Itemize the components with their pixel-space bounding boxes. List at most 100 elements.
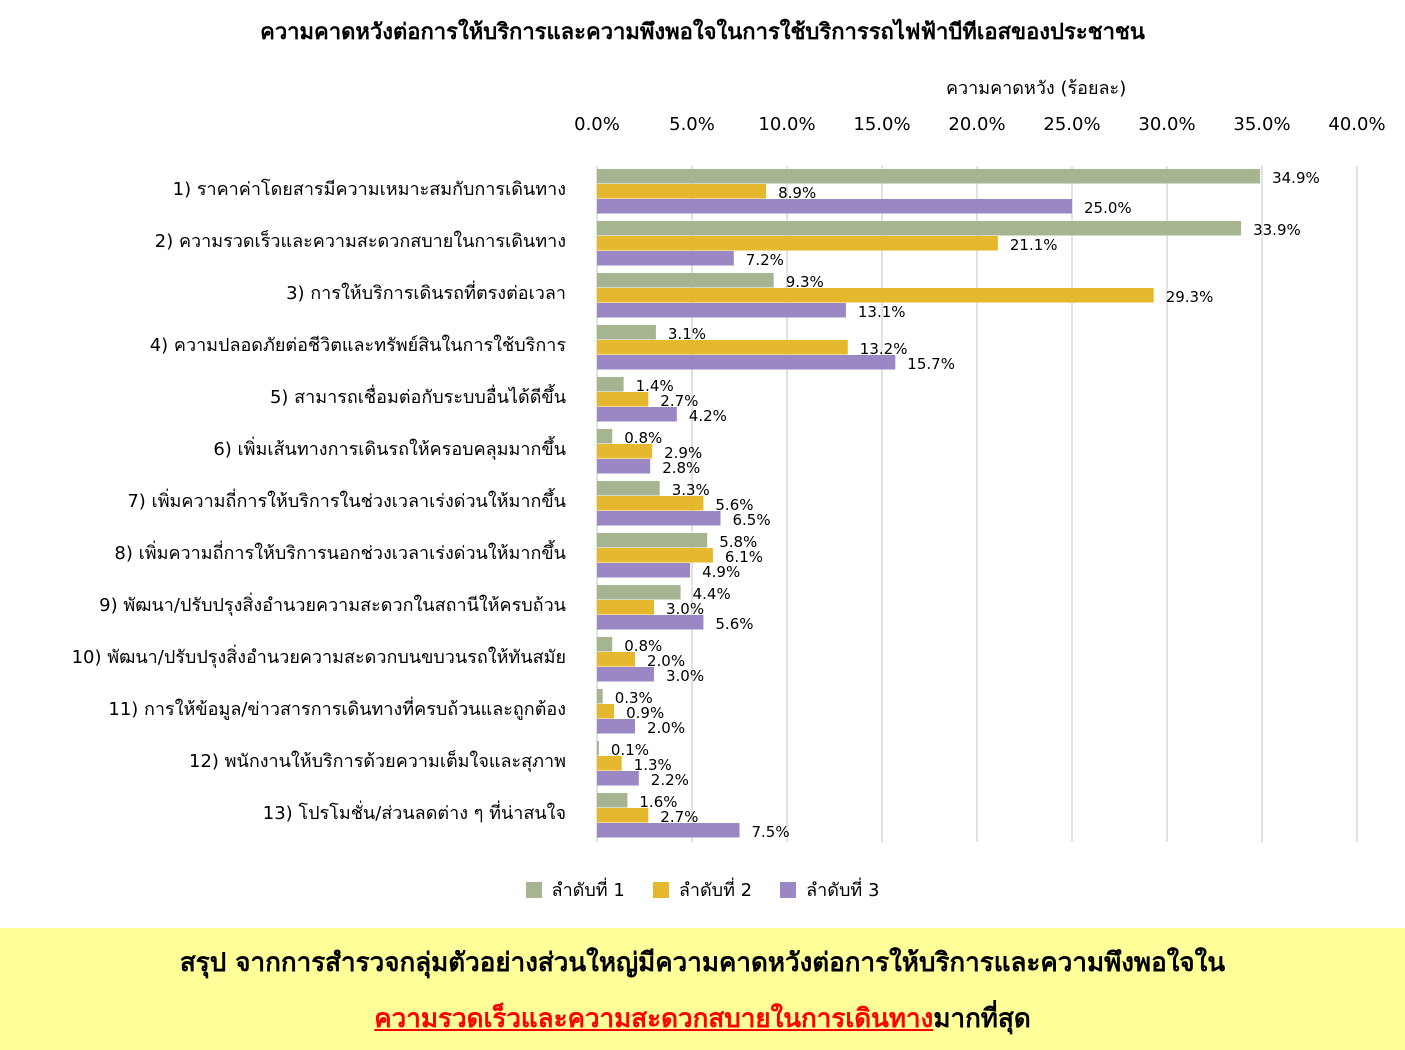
data-label: 1.3% <box>634 756 672 774</box>
data-label: 2.9% <box>664 444 702 462</box>
bar-series-1 <box>597 585 681 600</box>
data-label: 6.1% <box>725 548 763 566</box>
bar-series-1 <box>597 429 613 444</box>
bar-series-2 <box>597 548 713 563</box>
x-tick-label: 15.0% <box>853 114 910 135</box>
category-label: 13) โปรโมชั่น/ส่วนลดต่าง ๆ ที่น่าสนใจ <box>263 800 566 824</box>
bar-series-1 <box>597 637 613 652</box>
summary-line-1: สรุป จากการสำรวจกลุ่มตัวอย่างส่วนใหญ่มีค… <box>179 948 1226 978</box>
category-label: 7) เพิ่มความถี่การให้บริการในช่วงเวลาเร่… <box>127 488 566 512</box>
data-label: 1.4% <box>636 377 674 395</box>
data-label: 34.9% <box>1272 169 1320 187</box>
bar-series-1 <box>597 377 624 392</box>
legend-item-series-2: ลำดับที่ 2 <box>652 875 753 904</box>
data-label: 4.9% <box>702 563 740 581</box>
category-label: 4) ความปลอดภัยต่อชีวิตและทรัพย์สินในการใ… <box>150 334 567 356</box>
summary-highlight: ความรวดเร็วและความสะดวกสบายในการเดินทาง <box>374 1004 934 1034</box>
category-label: 12) พนักงานให้บริการด้วยความเต็มใจและสุภ… <box>189 749 566 772</box>
legend-swatch-series-2 <box>652 881 669 898</box>
bar-series-1 <box>597 689 603 704</box>
x-tick-label: 20.0% <box>948 114 1005 135</box>
bar-series-2 <box>597 600 654 615</box>
bar-series-1 <box>597 533 708 548</box>
category-label: 9) พัฒนา/ปรับปรุงสิ่งอำนวยความสะดวกในสถา… <box>99 592 566 616</box>
bar-series-3 <box>597 511 721 526</box>
bar-series-2 <box>597 236 998 251</box>
bar-series-2 <box>597 704 615 719</box>
data-label: 13.1% <box>858 303 906 321</box>
data-label: 2.8% <box>662 459 700 477</box>
x-tick-label: 10.0% <box>758 114 815 135</box>
data-label: 13.2% <box>860 340 908 358</box>
data-label: 33.9% <box>1253 221 1301 239</box>
bar-series-3 <box>597 823 740 838</box>
bar-series-2 <box>597 652 635 667</box>
bar-series-1 <box>597 221 1242 236</box>
category-label: 6) เพิ่มเส้นทางการเดินรถให้ครอบคลุมมากขึ… <box>213 436 566 460</box>
summary-box: สรุป จากการสำรวจกลุ่มตัวอย่างส่วนใหญ่มีค… <box>0 928 1405 1050</box>
bar-series-2 <box>597 496 704 511</box>
category-label: 10) พัฒนา/ปรับปรุงสิ่งอำนวยความสะดวกบนขบ… <box>72 644 566 668</box>
bar-series-2 <box>597 444 653 459</box>
bar-series-1 <box>597 793 628 808</box>
bars <box>597 169 1261 838</box>
data-labels: 34.9% 8.9% 25.0% 33.9% 21.1% 7.2%9.3% 29.3% 13.… <box>611 169 1320 841</box>
data-label: 1.6% <box>639 793 677 811</box>
data-label: 2.0% <box>647 652 685 670</box>
bar-series-3 <box>597 459 651 474</box>
category-label: 3) การให้บริการเดินรถที่ตรงต่อเวลา <box>286 280 566 304</box>
bar-series-2 <box>597 184 767 199</box>
category-label: 2) ความรวดเร็วและความสะดวกสบายในการเดินท… <box>155 229 566 252</box>
x-tick-labels: 0.0% 5.0% 10.0% 15.0% 20.0% 25.0% 30.0% 35.0% 40… <box>574 114 1385 135</box>
data-label: 3.0% <box>666 667 704 685</box>
bar-series-2 <box>597 288 1154 303</box>
data-label: 0.8% <box>624 637 662 655</box>
bar-series-2 <box>597 340 848 355</box>
bar-series-1 <box>597 481 660 496</box>
data-label: 0.9% <box>626 704 664 722</box>
bar-series-2 <box>597 808 649 823</box>
data-label: 3.1% <box>668 325 706 343</box>
bar-series-3 <box>597 563 691 578</box>
data-label: 0.3% <box>615 689 653 707</box>
bar-series-3 <box>597 355 896 370</box>
legend: ลำดับที่ 1 ลำดับที่ 2 ลำดับที่ 3 <box>0 875 1405 904</box>
bar-series-1 <box>597 325 656 340</box>
category-label: 8) เพิ่มความถี่การให้บริการนอกช่วงเวลาเร… <box>114 540 566 564</box>
summary-suffix: มากที่สุด <box>933 1004 1031 1034</box>
category-label: 1) ราคาค่าโดยสารมีความเหมาะสมกับการเดินท… <box>173 178 566 200</box>
category-label: 5) สามารถเชื่อมต่อกับระบบอื่นได้ดีขึ้น <box>270 384 566 408</box>
summary-line-2: ความรวดเร็วและความสะดวกสบายในการเดินทางม… <box>0 998 1405 1039</box>
bar-series-2 <box>597 756 622 771</box>
category-label: 11) การให้ข้อมูล/ข่าวสารการเดินทางที่ครบ… <box>108 696 566 720</box>
x-tick-label: 0.0% <box>574 114 620 135</box>
bar-chart: 0.0% 5.0% 10.0% 15.0% 20.0% 25.0% 30.0% 35.0% 40… <box>72 114 1386 842</box>
data-label: 0.1% <box>611 741 649 759</box>
data-label: 2.0% <box>647 719 685 737</box>
data-label: 8.9% <box>778 184 816 202</box>
data-label: 5.6% <box>715 615 753 633</box>
x-tick-label: 40.0% <box>1328 114 1385 135</box>
data-label: 6.5% <box>733 511 771 529</box>
data-label: 21.1% <box>1010 236 1058 254</box>
data-label: 9.3% <box>786 273 824 291</box>
bar-series-3 <box>597 667 654 682</box>
legend-swatch-series-1 <box>525 881 542 898</box>
data-label: 25.0% <box>1084 199 1132 217</box>
legend-label-series-2: ลำดับที่ 2 <box>678 880 753 901</box>
bar-series-1 <box>597 741 599 756</box>
data-label: 2.2% <box>651 771 689 789</box>
legend-item-series-3: ลำดับที่ 3 <box>780 875 879 904</box>
data-label: 4.4% <box>693 585 731 603</box>
legend-label-series-3: ลำดับที่ 3 <box>806 880 880 901</box>
bar-series-3 <box>597 719 635 734</box>
x-tick-label: 30.0% <box>1138 114 1195 135</box>
data-label: 4.2% <box>689 407 727 425</box>
legend-label-series-1: ลำดับที่ 1 <box>551 880 625 901</box>
category-labels: 1) ราคาค่าโดยสารมีความเหมาะสมกับการเดินท… <box>72 178 567 824</box>
data-label: 15.7% <box>907 355 955 373</box>
data-label: 7.5% <box>752 823 790 841</box>
bar-series-3 <box>597 407 677 422</box>
bar-series-3 <box>597 303 846 318</box>
legend-swatch-series-3 <box>780 881 797 898</box>
